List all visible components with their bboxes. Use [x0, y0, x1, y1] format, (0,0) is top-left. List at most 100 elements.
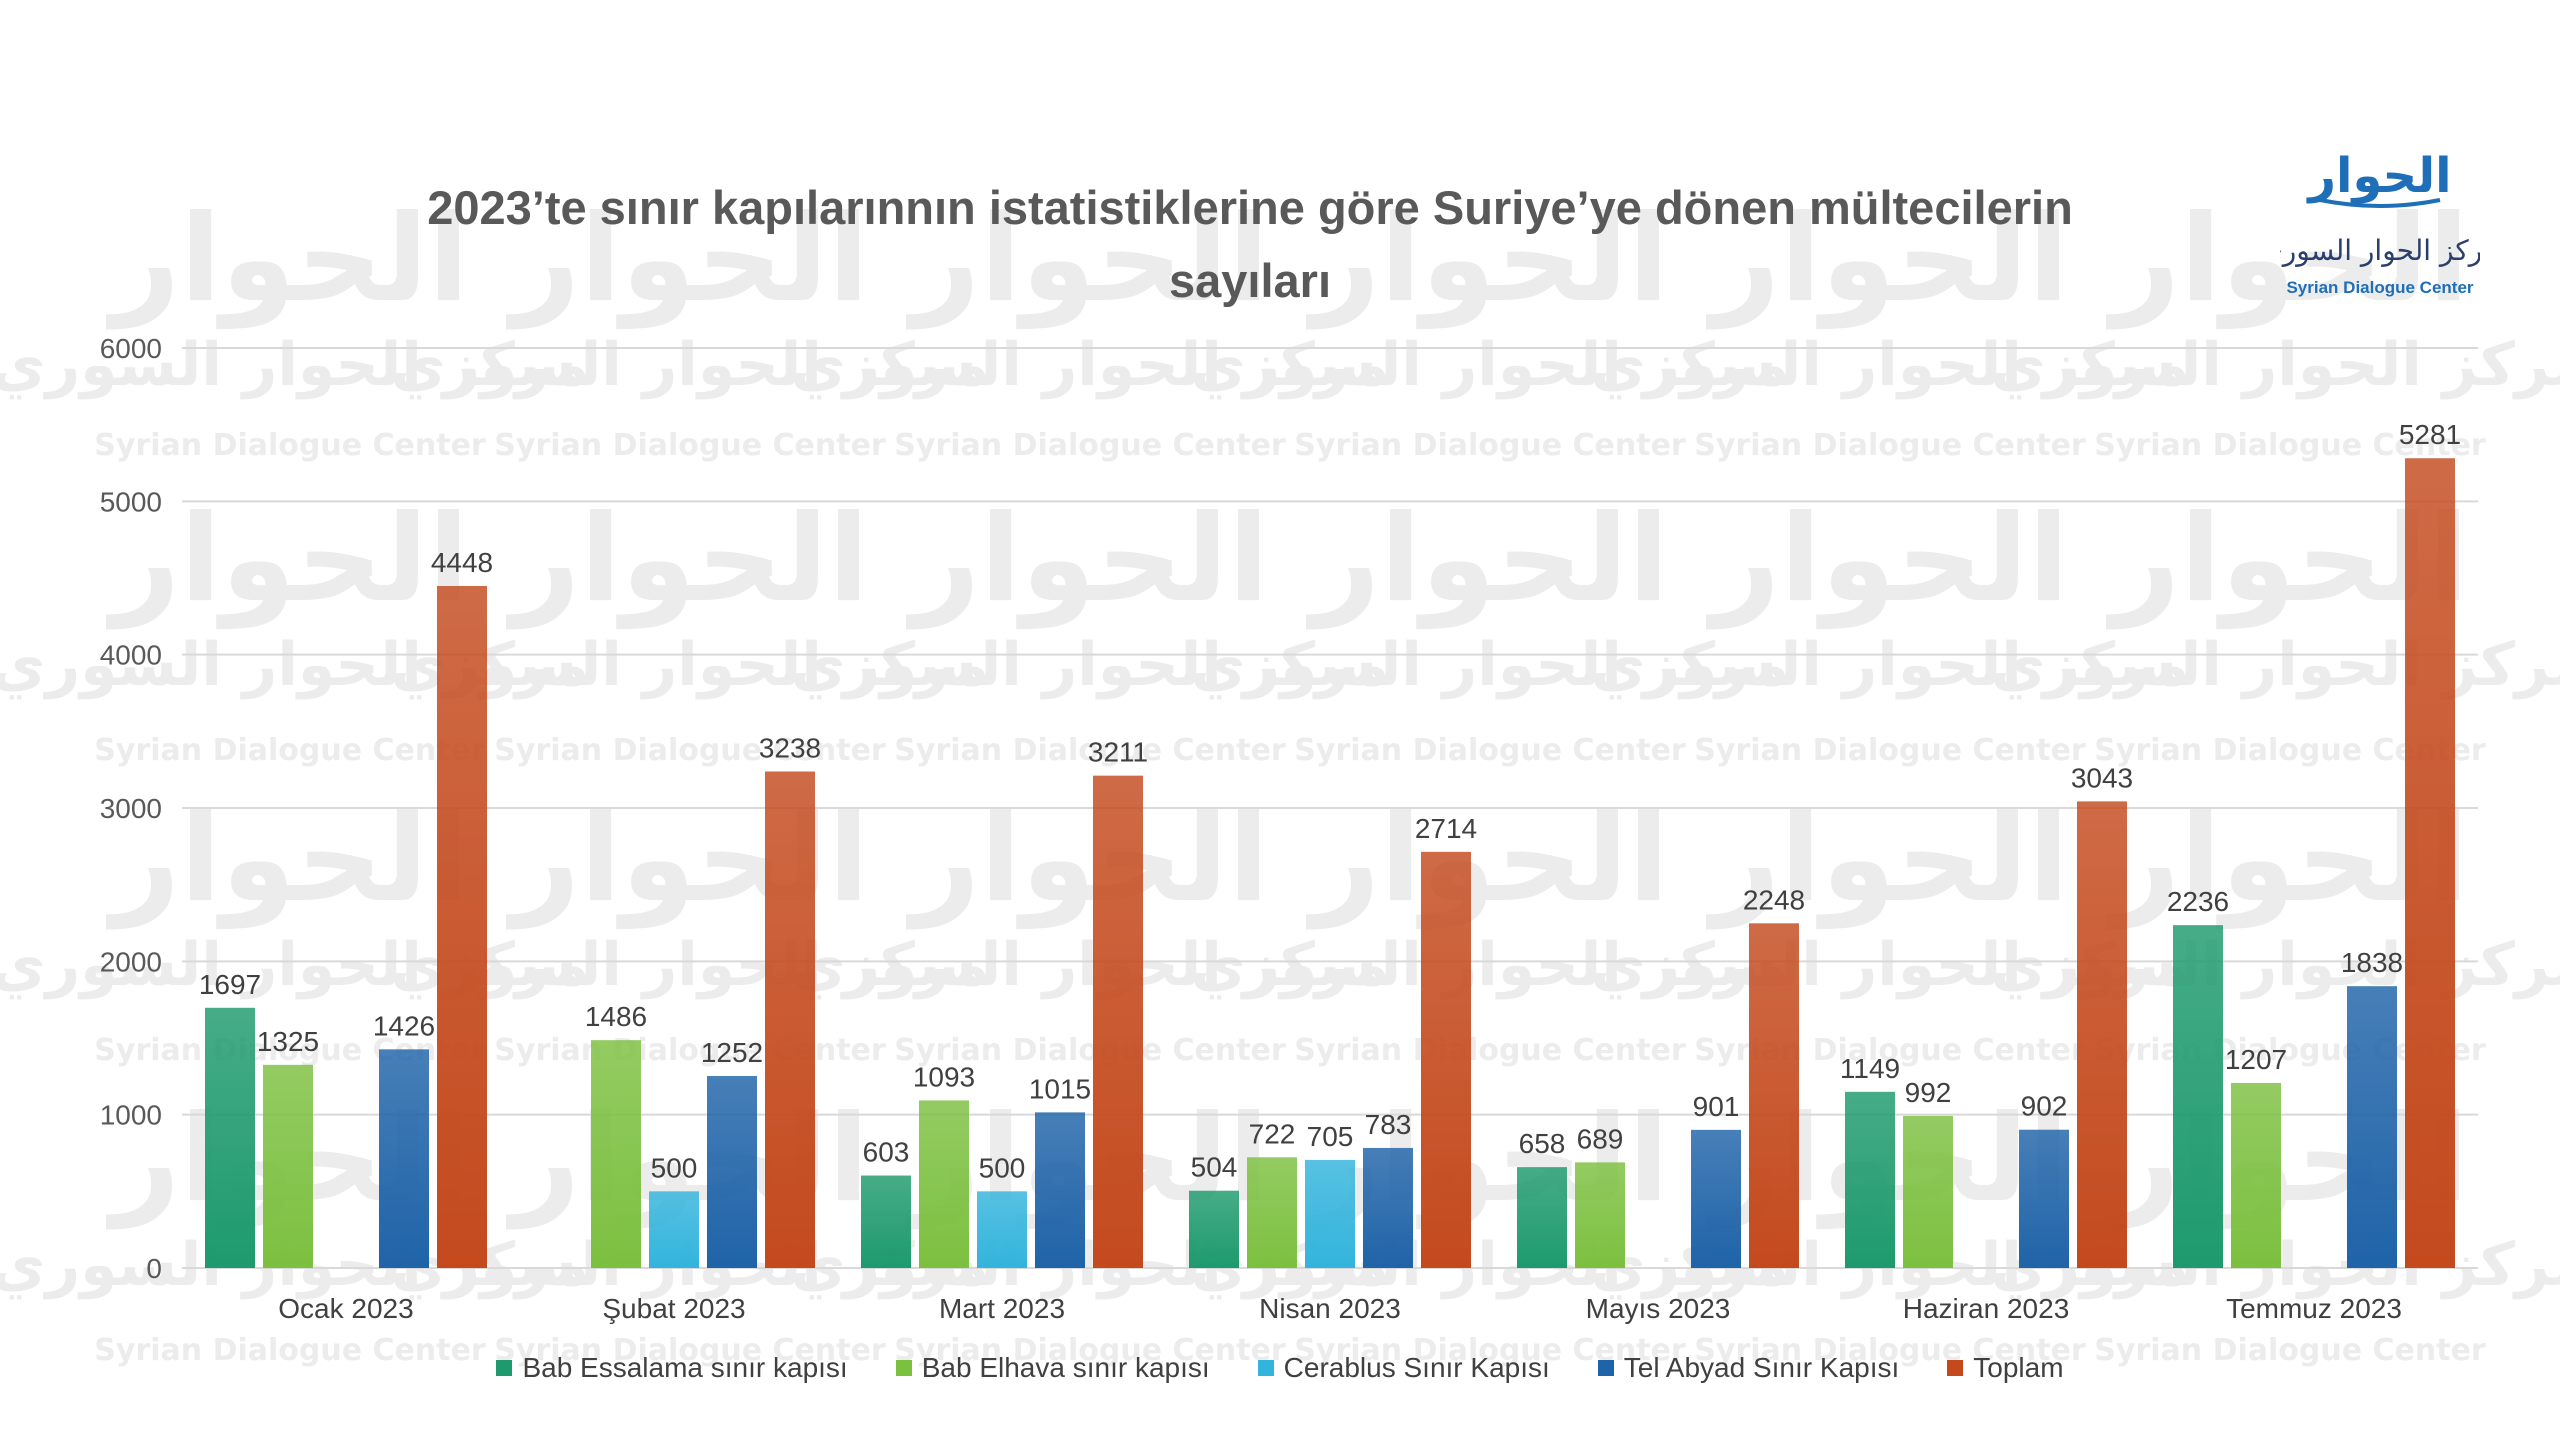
legend-label: Toplam	[1973, 1352, 2064, 1383]
watermark-wordmark: الحوار	[506, 190, 869, 329]
watermark-english-name: Syrian Dialogue Center	[94, 733, 486, 768]
bar-bab-elhava-s-n-r-kap-s-	[263, 1064, 313, 1268]
data-label: 722	[1249, 1118, 1296, 1149]
watermark-arabic-name: مركز الحوار السوري	[0, 930, 589, 1000]
data-label: 1252	[701, 1037, 763, 1068]
y-tick-label: 2000	[100, 946, 162, 977]
watermark-english-name: Syrian Dialogue Center	[94, 428, 486, 463]
bar-toplam	[1749, 923, 1799, 1268]
x-tick-label: Şubat 2023	[602, 1293, 745, 1324]
data-label: 783	[1365, 1109, 1412, 1140]
bar-cerablus-s-n-r-kap-s-	[1305, 1159, 1355, 1268]
watermark-english-name: Syrian Dialogue Center	[494, 1033, 886, 1068]
bar-bab-essalama-s-n-r-kap-s-	[2173, 925, 2223, 1268]
watermark-wordmark: الحوار	[906, 190, 1269, 329]
bar-bab-elhava-s-n-r-kap-s-	[2231, 1082, 2281, 1268]
data-label: 1426	[373, 1010, 435, 1041]
watermark-wordmark: الحوار	[106, 490, 469, 629]
bar-bab-essalama-s-n-r-kap-s-	[205, 1007, 255, 1268]
data-label: 1697	[199, 969, 261, 1000]
y-tick-label: 3000	[100, 793, 162, 824]
data-label: 2714	[1415, 813, 1477, 844]
bar-cerablus-s-n-r-kap-s-	[649, 1191, 699, 1268]
data-label: 3211	[1088, 737, 1148, 768]
watermark-english-name: Syrian Dialogue Center	[94, 1333, 486, 1368]
data-label: 689	[1577, 1123, 1624, 1154]
watermark-arabic-name: مركز الحوار السوري	[391, 630, 990, 700]
legend-swatch	[1947, 1360, 1964, 1376]
y-tick-label: 4000	[100, 640, 162, 671]
watermark-english-name: Syrian Dialogue Center	[2094, 428, 2486, 463]
watermark-arabic-name: مركز الحوار السوري	[1591, 330, 2190, 400]
data-label: 705	[1307, 1121, 1354, 1152]
chart-title-line-2: sayıları	[1168, 254, 1332, 307]
watermark-english-name: Syrian Dialogue Center	[894, 428, 1286, 463]
watermark-wordmark: الحوار	[1706, 790, 2069, 929]
data-label: 603	[863, 1137, 910, 1168]
bar-tel-abyad-s-n-r-kap-s-	[379, 1049, 429, 1268]
watermark-wordmark: الحوار	[1706, 190, 2069, 329]
bar-tel-abyad-s-n-r-kap-s-	[707, 1076, 757, 1268]
watermark-arabic-name: مركز الحوار السوري	[391, 330, 990, 400]
bar-bab-essalama-s-n-r-kap-s-	[1189, 1190, 1239, 1268]
bar-bab-essalama-s-n-r-kap-s-	[1845, 1091, 1895, 1268]
watermark-english-name: Syrian Dialogue Center	[494, 1333, 886, 1368]
x-tick-label: Haziran 2023	[1903, 1293, 2070, 1324]
legend-item: Bab Essalama sınır kapısı	[496, 1352, 848, 1384]
x-tick-label: Mart 2023	[939, 1293, 1065, 1324]
data-label: 1838	[2341, 947, 2403, 978]
bar-bab-essalama-s-n-r-kap-s-	[861, 1175, 911, 1268]
logo-caption: Syrian Dialogue Center	[2286, 278, 2474, 297]
watermark-arabic-name: مركز الحوار السوري	[1991, 330, 2560, 400]
legend-label: Cerablus Sınır Kapısı	[1283, 1352, 1550, 1383]
watermark-arabic-name: مركز الحوار السوري	[1191, 930, 1790, 1000]
data-label: 4448	[431, 547, 493, 578]
x-tick-label: Mayıs 2023	[1586, 1293, 1731, 1324]
watermark-arabic-name: مركز الحوار السوري	[0, 330, 589, 400]
watermark-english-name: Syrian Dialogue Center	[2094, 1333, 2486, 1368]
bar-tel-abyad-s-n-r-kap-s-	[1691, 1129, 1741, 1268]
legend-swatch	[1597, 1360, 1614, 1376]
y-tick-label: 6000	[100, 333, 162, 364]
watermark-english-name: Syrian Dialogue Center	[894, 1033, 1286, 1068]
bar-bab-elhava-s-n-r-kap-s-	[919, 1100, 969, 1268]
bar-toplam	[765, 771, 815, 1268]
data-label: 2236	[2167, 886, 2229, 917]
y-tick-label: 0	[146, 1253, 162, 1284]
watermark-wordmark: الحوار	[1306, 790, 1669, 929]
bar-toplam	[1421, 851, 1471, 1268]
watermark-english-name: Syrian Dialogue Center	[1694, 428, 2086, 463]
watermark-english-name: Syrian Dialogue Center	[1694, 733, 2086, 768]
data-label: 1149	[1840, 1053, 1900, 1084]
bar-toplam	[2077, 801, 2127, 1268]
watermark-english-name: Syrian Dialogue Center	[494, 428, 886, 463]
data-label: 901	[1693, 1091, 1740, 1122]
watermark-english-name: Syrian Dialogue Center	[1694, 1333, 2086, 1368]
bar-tel-abyad-s-n-r-kap-s-	[2347, 986, 2397, 1268]
y-tick-label: 5000	[100, 486, 162, 517]
watermark-arabic-name: مركز الحوار السوري	[1191, 330, 1790, 400]
legend-item: Tel Abyad Sınır Kapısı	[1597, 1352, 1899, 1384]
watermark-arabic-name: مركز الحوار السوري	[791, 330, 1390, 400]
watermark-wordmark: الحوار	[1306, 190, 1669, 329]
watermark-wordmark: الحوار	[506, 490, 869, 629]
legend-swatch	[496, 1360, 513, 1376]
bar-toplam	[437, 585, 487, 1268]
bar-cerablus-s-n-r-kap-s-	[977, 1191, 1027, 1268]
watermark-wordmark: الحوار	[906, 490, 1269, 629]
legend-label: Bab Essalama sınır kapısı	[522, 1352, 848, 1383]
bar-toplam	[2405, 458, 2455, 1268]
bar-toplam	[1093, 775, 1143, 1268]
watermark-arabic-name: مركز الحوار السوري	[1991, 630, 2560, 700]
data-label: 504	[1191, 1152, 1238, 1183]
legend-swatch	[895, 1360, 912, 1376]
watermark-english-name: Syrian Dialogue Center	[894, 733, 1286, 768]
watermark-wordmark: الحوار	[1706, 490, 2069, 629]
watermark-arabic-name: مركز الحوار السوري	[1591, 630, 2190, 700]
data-label: 1325	[257, 1026, 319, 1057]
data-label: 1093	[913, 1061, 975, 1092]
bar-bab-elhava-s-n-r-kap-s-	[1903, 1115, 1953, 1268]
watermark-arabic-name: مركز الحوار السوري	[0, 630, 589, 700]
syrian-dialogue-center-logo: الحوار مركز الحوار السوري	[2280, 150, 2480, 267]
data-label: 5281	[2399, 419, 2461, 450]
